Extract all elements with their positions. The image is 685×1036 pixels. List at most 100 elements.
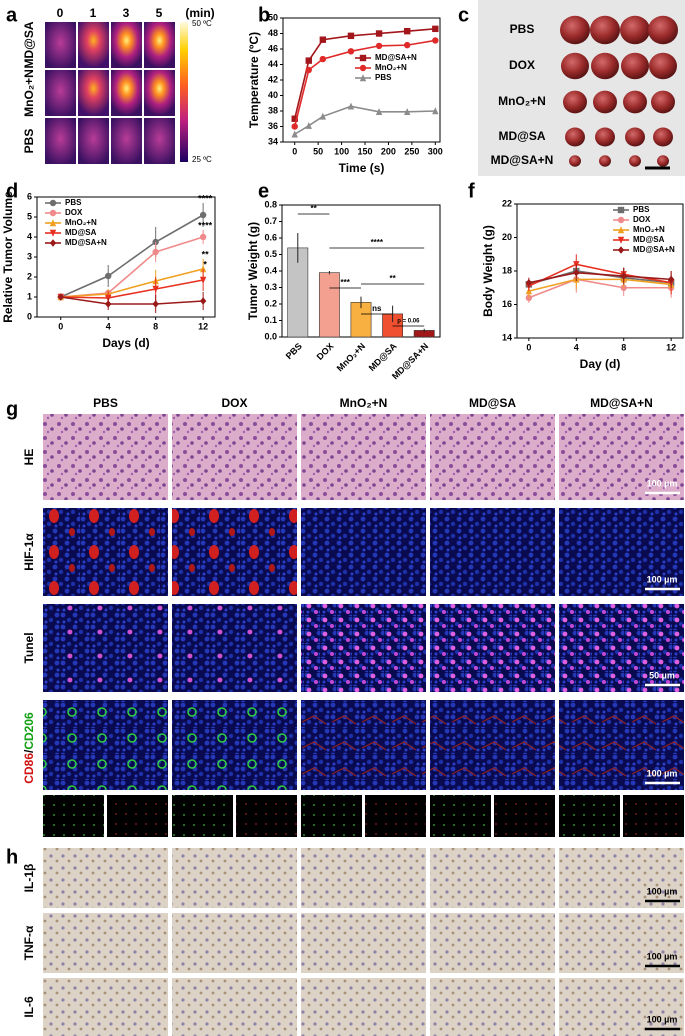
y-tick-label: 20 [502, 232, 512, 242]
ihc-image [430, 978, 555, 1036]
y-axis-label: Relative Tumor Volume [1, 191, 15, 323]
micrograph [430, 604, 555, 692]
ihc-image [301, 978, 426, 1036]
thermal-image [111, 118, 142, 164]
y-tick-label: 16 [502, 299, 512, 309]
time-label: 3 [123, 6, 130, 20]
marker [199, 276, 207, 284]
marker [49, 219, 57, 227]
x-tick-label: 4 [574, 342, 579, 352]
plot-frame [516, 203, 684, 339]
channel-red [236, 795, 297, 837]
x-tick-label: 150 [357, 146, 372, 156]
legend-label: DOX [633, 215, 651, 224]
thermal-image [78, 118, 109, 164]
legend-label: MD@SA+N [375, 53, 417, 62]
series-line [60, 214, 204, 298]
significance: p = 0.06 [397, 319, 420, 325]
legend-label: MnO₂+N [633, 225, 665, 234]
thermal-image [111, 22, 142, 68]
ihc-image [43, 913, 168, 973]
series-line [528, 278, 672, 299]
time-label: 5 [156, 6, 163, 20]
y-tick-label: 0.8 [264, 199, 277, 209]
tumor [653, 127, 673, 147]
y-axis-label: Temperature (ºC) [247, 32, 261, 128]
thermal-image [144, 22, 175, 68]
ihc-image [172, 978, 297, 1036]
series-line [294, 105, 436, 135]
panel-label: f [468, 180, 475, 202]
y-tick-label: 40 [268, 90, 278, 100]
marker [152, 248, 159, 256]
panel-label: c [458, 4, 469, 26]
marker [359, 64, 367, 72]
row-label: Tunel [22, 632, 36, 663]
x-tick-label: 50 [313, 146, 323, 156]
tumor [620, 15, 650, 45]
panel-label: b [258, 4, 270, 26]
scale-bar-label: 50 µm [649, 670, 675, 680]
row-label: PBS [510, 22, 535, 36]
series-line [528, 271, 672, 284]
plot-frame [36, 196, 216, 318]
micrograph [172, 700, 297, 790]
significance: **** [198, 220, 213, 230]
marker [525, 279, 533, 287]
marker [359, 74, 367, 82]
marker [319, 112, 327, 120]
tumor [569, 155, 581, 167]
marker [305, 122, 312, 129]
row-label: DOX [509, 58, 535, 72]
channel-green [559, 795, 620, 837]
ihc-image [559, 913, 684, 973]
bar [318, 272, 340, 338]
significance: ns [372, 304, 382, 313]
x-tick-label: MD@SA [367, 341, 399, 373]
row-label: MD@SA [22, 21, 36, 68]
tumor [590, 15, 620, 45]
y-tick-label: 0.5 [264, 249, 277, 259]
row-label: MnO₂+N [498, 94, 546, 108]
micrograph [301, 508, 426, 596]
y-tick-label: 48 [268, 28, 278, 38]
marker [305, 57, 312, 64]
x-tick-label: 12 [198, 321, 208, 331]
ihc-image [430, 848, 555, 908]
marker [573, 268, 580, 277]
marker [667, 275, 675, 284]
x-axis-label: Day (d) [580, 357, 621, 371]
x-tick-label: 4 [106, 321, 111, 331]
tumor [565, 127, 585, 147]
y-tick-label: 0.0 [264, 331, 277, 341]
marker [319, 36, 327, 43]
marker [375, 30, 383, 37]
cd-sep: / [22, 749, 36, 753]
y-tick-label: 0.3 [264, 282, 277, 292]
marker [432, 25, 439, 33]
y-tick-label: 0.6 [264, 232, 277, 242]
ihc-image [559, 978, 684, 1036]
micrograph [301, 604, 426, 692]
marker [49, 199, 57, 207]
marker [620, 272, 627, 280]
tumor [629, 155, 641, 167]
y-tick-label: 0.4 [264, 265, 277, 275]
micrograph [301, 414, 426, 500]
tumor [657, 155, 669, 167]
y-tick-label: 4 [27, 231, 32, 241]
row-label: PBS [22, 129, 36, 154]
scale-bar-label: 100 µm [647, 574, 678, 584]
micrograph [43, 508, 168, 596]
marker [432, 37, 439, 44]
channel-green [301, 795, 362, 837]
channel-red [494, 795, 555, 837]
x-tick-label: MnO₂+N [335, 341, 367, 373]
time-unit: (min) [185, 6, 214, 20]
y-tick-label: 44 [268, 59, 278, 69]
thermal-image [45, 118, 76, 164]
panel-label: g [6, 398, 18, 420]
legend-label: MD@SA+N [633, 245, 675, 254]
column-label: MD@SA+N [590, 396, 653, 410]
series-line [60, 296, 204, 305]
